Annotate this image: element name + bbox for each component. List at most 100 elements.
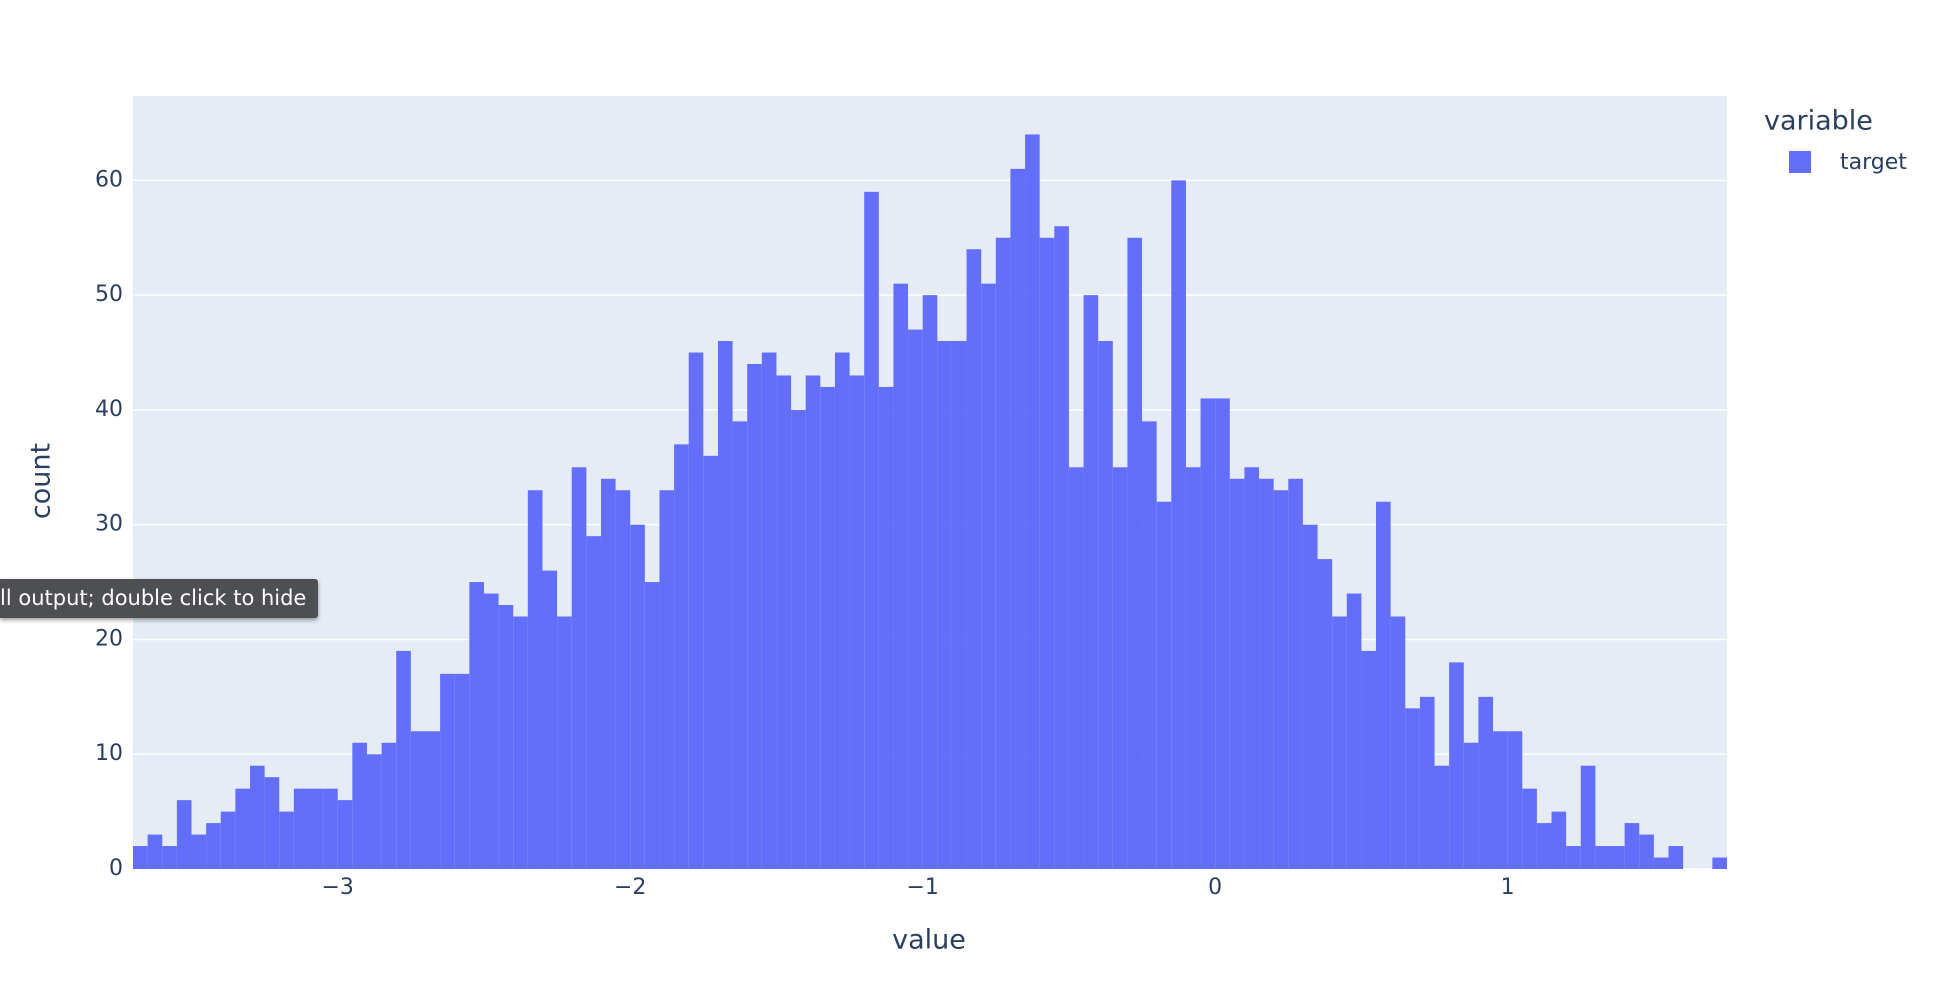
bar xyxy=(1025,134,1040,869)
bar xyxy=(995,237,1011,869)
bar xyxy=(674,444,689,869)
bar xyxy=(1010,168,1026,869)
bar xyxy=(1624,823,1640,869)
bar xyxy=(1346,593,1362,869)
legend-swatch[interactable] xyxy=(1789,151,1811,173)
bar xyxy=(922,295,938,869)
bar xyxy=(1522,788,1537,869)
bar xyxy=(644,582,660,869)
bar xyxy=(776,375,792,869)
bar xyxy=(293,788,309,869)
bar xyxy=(1259,478,1274,869)
bar xyxy=(864,191,879,869)
bar xyxy=(235,788,250,869)
bar xyxy=(571,467,587,869)
bar xyxy=(1566,846,1581,869)
bar xyxy=(1463,742,1479,869)
bar xyxy=(908,329,923,869)
bar xyxy=(1332,616,1347,869)
bar xyxy=(688,352,704,869)
bar xyxy=(147,834,163,869)
bar xyxy=(366,754,382,869)
bar xyxy=(600,478,616,869)
bar xyxy=(1595,846,1611,869)
bar xyxy=(498,605,514,869)
bar xyxy=(513,616,528,869)
bar xyxy=(615,490,631,869)
bar xyxy=(1273,490,1289,869)
bar xyxy=(1229,478,1245,869)
bar xyxy=(834,352,850,869)
bar xyxy=(761,352,777,869)
bar xyxy=(805,375,821,869)
bar xyxy=(323,788,338,869)
bar xyxy=(1039,237,1055,869)
bar xyxy=(1610,846,1625,869)
bar xyxy=(1668,846,1684,869)
bars xyxy=(133,134,1727,869)
bar xyxy=(1434,765,1450,869)
bar xyxy=(1054,226,1069,869)
bar xyxy=(951,341,967,869)
bar xyxy=(1068,467,1084,869)
bar xyxy=(279,811,294,869)
bar xyxy=(630,524,645,869)
tooltip: ll output; double click to hide xyxy=(0,579,318,618)
bar xyxy=(1376,501,1391,869)
legend-label[interactable]: target xyxy=(1840,150,1907,175)
bar xyxy=(1112,467,1128,869)
bar xyxy=(878,386,894,869)
bar xyxy=(966,249,982,869)
bar xyxy=(1142,421,1157,869)
bar xyxy=(410,731,426,869)
bar xyxy=(527,490,543,869)
bar xyxy=(1185,467,1201,869)
bar xyxy=(1156,501,1172,869)
bar xyxy=(791,409,806,869)
bar xyxy=(542,570,558,869)
bar xyxy=(1653,857,1669,869)
bar xyxy=(717,341,733,869)
y-tick-label: 40 xyxy=(95,397,123,422)
y-tick-label: 10 xyxy=(95,741,123,766)
bar xyxy=(1493,731,1508,869)
bar xyxy=(1302,524,1318,869)
bar xyxy=(133,846,148,869)
bar xyxy=(206,823,221,869)
bar xyxy=(849,375,865,869)
bar xyxy=(1580,765,1596,869)
bar xyxy=(937,341,952,869)
bar xyxy=(732,421,748,869)
bar xyxy=(352,742,367,869)
bar xyxy=(249,765,265,869)
bar xyxy=(308,788,324,869)
x-axis-title: value xyxy=(892,925,966,956)
bar xyxy=(1536,823,1552,869)
x-tick-label: −1 xyxy=(906,875,938,900)
bar xyxy=(1419,696,1435,869)
y-tick-label: 30 xyxy=(95,512,123,537)
bar xyxy=(1171,180,1186,869)
bar xyxy=(1478,696,1494,869)
y-tick-label: 60 xyxy=(95,167,123,192)
x-tick-label: 1 xyxy=(1501,875,1515,900)
bar xyxy=(425,731,441,869)
x-tick-label: −2 xyxy=(614,875,646,900)
bar xyxy=(191,834,207,869)
bar xyxy=(1200,398,1216,869)
bar xyxy=(1288,478,1303,869)
labels: 0 10 20 30 40 50 60 −3 −2 −1 0 1 xyxy=(95,167,1515,900)
bar xyxy=(1639,834,1654,869)
bar xyxy=(1317,559,1333,869)
bar xyxy=(703,455,718,869)
x-tick-label: −3 xyxy=(322,875,354,900)
bar xyxy=(440,673,455,869)
bar xyxy=(1083,295,1099,869)
bar xyxy=(1507,731,1523,869)
bar xyxy=(483,593,499,869)
bar xyxy=(557,616,572,869)
bar xyxy=(469,582,484,869)
bar xyxy=(1551,811,1567,869)
